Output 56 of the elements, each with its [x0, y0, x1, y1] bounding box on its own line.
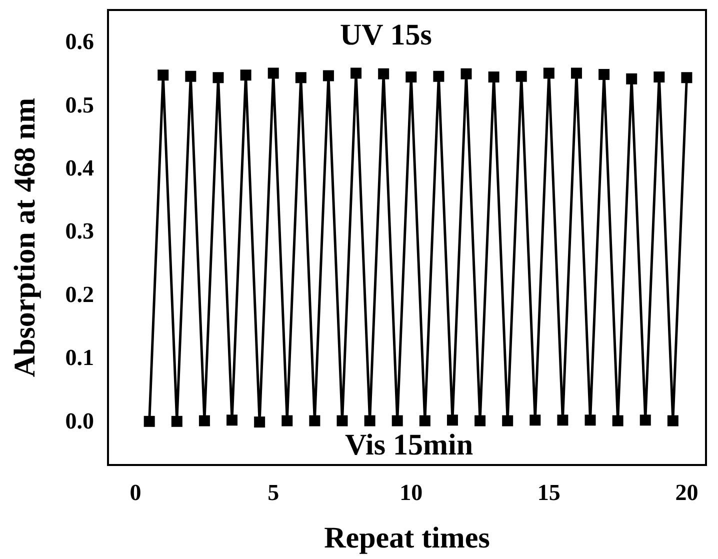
point: [474, 415, 486, 426]
point: [364, 415, 376, 426]
y-tick-label: 0.2: [65, 282, 94, 307]
point: [446, 414, 458, 426]
point: [350, 68, 362, 79]
point: [640, 414, 651, 426]
point: [460, 68, 472, 80]
point: [488, 71, 500, 82]
y-tick-label: 0.3: [65, 218, 94, 244]
point: [212, 72, 224, 84]
point: [171, 416, 182, 427]
point: [336, 415, 348, 426]
x-tick-label: 5: [268, 480, 280, 505]
point: [185, 70, 196, 82]
x-axis-title: Repeat times: [324, 522, 490, 554]
point: [144, 416, 155, 427]
y-tick-label: 0.6: [65, 29, 94, 54]
y-axis-title: Absorption at 468 nm: [8, 98, 42, 378]
point: [226, 414, 238, 426]
point: [543, 68, 554, 79]
point: [392, 415, 403, 426]
annotation: Vis 15min: [345, 428, 474, 462]
point: [598, 68, 610, 80]
point: [681, 72, 692, 84]
point: [612, 415, 624, 426]
x-tick-label: 15: [537, 480, 560, 505]
point: [433, 70, 444, 82]
point: [268, 68, 279, 79]
point: [322, 70, 334, 82]
point: [254, 416, 266, 428]
annotation: UV 15s: [340, 18, 432, 52]
point: [570, 68, 582, 79]
x-tick-label: 0: [130, 480, 142, 505]
y-tick-label: 0.0: [65, 408, 94, 434]
point: [516, 70, 527, 82]
point: [419, 415, 430, 426]
point: [530, 414, 541, 426]
point: [309, 415, 320, 426]
point: [667, 415, 678, 426]
point: [158, 70, 169, 81]
point: [626, 73, 638, 84]
y-tick-label: 0.1: [65, 345, 94, 370]
point: [378, 68, 390, 80]
point: [584, 414, 596, 426]
point: [654, 71, 665, 82]
point: [406, 71, 417, 82]
point: [198, 415, 210, 426]
x-tick-label: 20: [675, 480, 698, 505]
point: [502, 415, 514, 426]
y-tick-label: 0.5: [65, 92, 94, 118]
point: [240, 70, 252, 81]
y-tick-label: 0.4: [65, 155, 94, 180]
point: [295, 72, 306, 84]
point: [282, 415, 293, 426]
x-tick-label: 10: [400, 480, 423, 505]
point: [557, 414, 568, 426]
